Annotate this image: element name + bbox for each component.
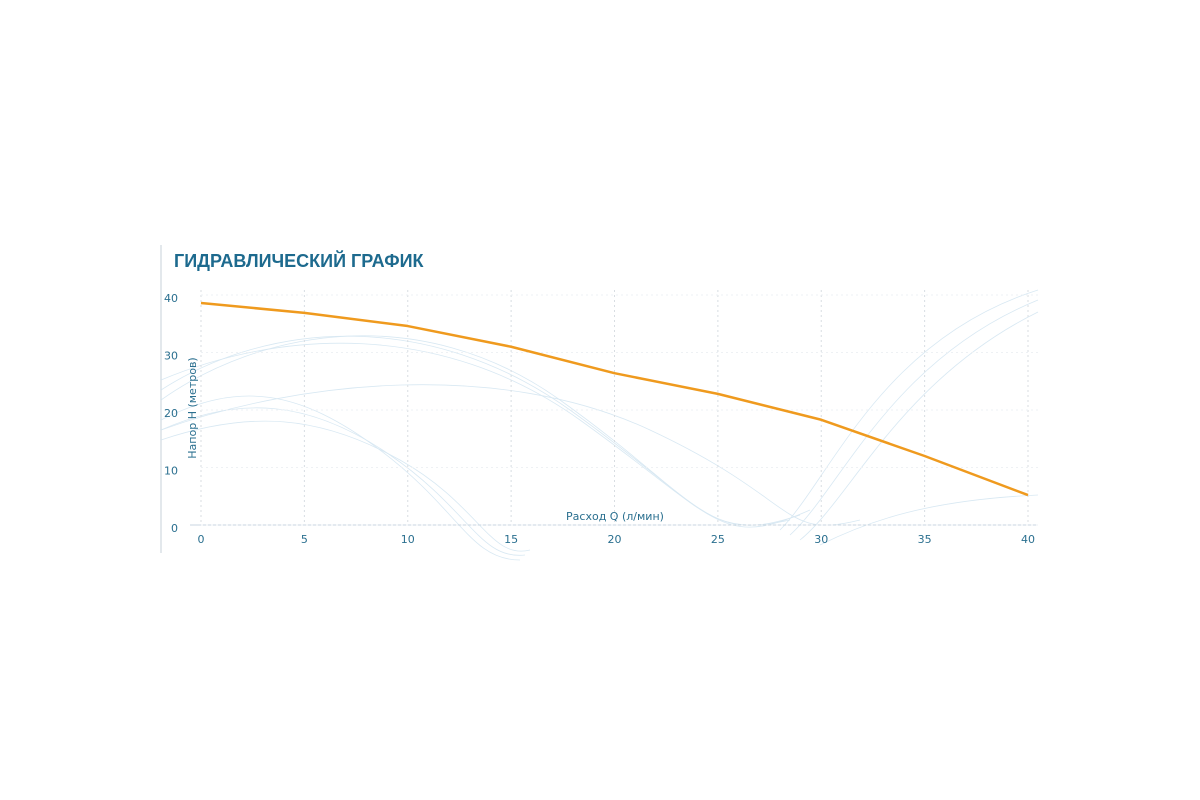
- y-tick-label: 10: [164, 465, 178, 478]
- y-tick-label: 30: [164, 350, 178, 363]
- y-axis-label: Напор H (метров): [186, 357, 199, 458]
- y-tick-label: 20: [164, 407, 178, 420]
- x-tick-label: 5: [301, 533, 308, 546]
- y-tick-label: 0: [171, 522, 178, 535]
- decor-waves: [160, 289, 1039, 561]
- x-tick-label: 25: [711, 533, 725, 546]
- chart-title: ГИДРАВЛИЧЕСКИЙ ГРАФИК: [174, 250, 425, 271]
- x-tick-label: 40: [1021, 533, 1035, 546]
- x-tick-label: 30: [814, 533, 828, 546]
- line-series: [200, 301, 1029, 497]
- x-tick-label: 35: [918, 533, 932, 546]
- x-tick-label: 10: [401, 533, 415, 546]
- y-tick-label: 40: [164, 292, 178, 305]
- x-tick-label: 15: [504, 533, 518, 546]
- x-tick-label: 0: [198, 533, 205, 546]
- x-tick-label: 20: [608, 533, 622, 546]
